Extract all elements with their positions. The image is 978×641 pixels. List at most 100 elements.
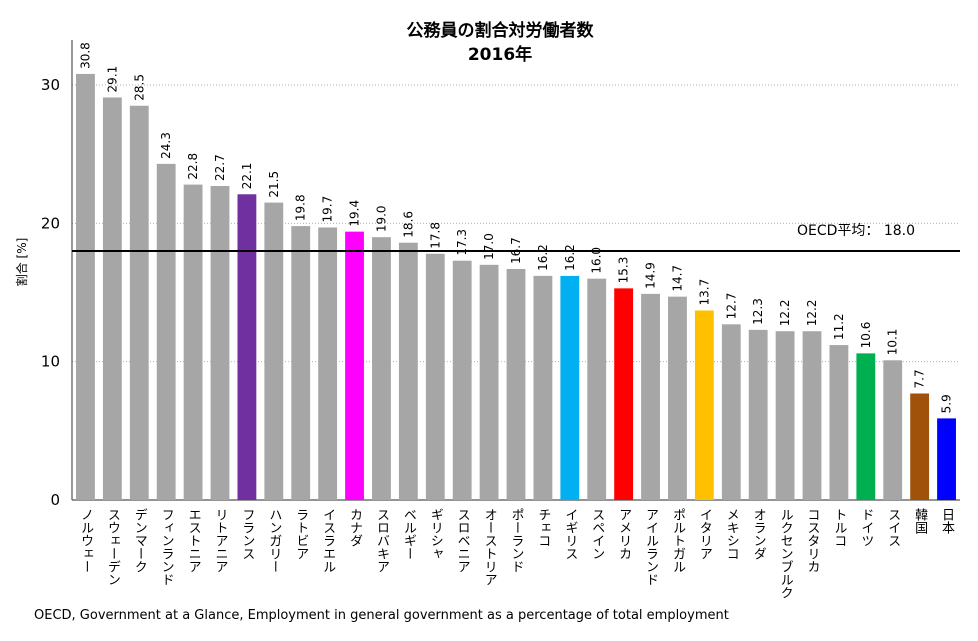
bar [614,288,634,500]
category-label: スペイン [589,508,605,560]
y-tick-label: 20 [41,214,60,232]
category-label: イタリア [697,508,712,560]
value-label: 18.6 [401,211,415,238]
bars [76,73,956,501]
bar [883,360,903,500]
value-label: 24.3 [159,132,173,159]
bar [910,393,930,500]
value-label: 14.9 [644,262,658,289]
bar [237,194,257,501]
value-label: 12.2 [805,300,819,327]
category-label: フィンランド [159,508,174,586]
value-label: 16.0 [590,247,604,274]
bar [856,353,876,500]
bar [452,260,472,500]
value-label: 14.7 [670,265,684,292]
category-label: トルコ [831,508,846,547]
bar [345,231,364,500]
bar [291,226,311,500]
category-label: オランダ [751,508,766,560]
source-note: OECD, Government at a Glance, Employment… [34,608,729,623]
value-label: 7.7 [913,369,927,388]
value-label: 16.2 [536,244,550,271]
value-labels: 30.8 29.1 28.5 24.3 22.8 22.7 22.1 21.5 19.8 19.7… [78,42,953,413]
y-tick-label: 0 [50,491,60,509]
bar [479,264,499,500]
category-label: アメリカ [616,508,631,560]
bar [533,275,553,500]
category-label: リトアニア [213,508,228,573]
category-label: ポーランド [509,508,524,573]
category-label: カナダ [347,508,362,547]
value-label: 22.8 [186,153,200,180]
bar [829,345,849,500]
category-label: アイルランド [643,508,658,586]
category-label: エストニア [186,508,201,573]
category-label: フランス [239,508,254,560]
value-label: 17.8 [428,222,442,249]
bar [156,163,176,500]
bar [641,293,660,500]
value-label: 10.6 [859,322,873,349]
category-labels: ノルウェー スウェーデン デンマーク フィンランド エストニア リトアニア フランス ハンガリ… [78,508,955,599]
bar [210,185,230,500]
category-label: コスタリカ [805,508,820,573]
bar [425,253,445,500]
bar [748,329,768,500]
bar [398,242,418,500]
value-label: 22.1 [240,163,254,190]
bar [587,278,607,500]
value-label: 19.0 [374,205,388,232]
value-label: 19.4 [348,200,362,227]
value-label: 29.1 [105,66,119,93]
bar [102,97,122,500]
y-axis-label: 割合 [%] [14,238,29,287]
oecd-average-label: OECD平均： 18.0 [797,223,915,239]
value-label: 19.7 [321,196,335,223]
bar [721,324,741,500]
value-label: 17.3 [455,229,469,256]
chart-subtitle: 2016年 [468,44,532,65]
category-label: イギリス [562,508,577,560]
value-label: 10.1 [886,329,900,356]
category-label: デンマーク [132,508,147,573]
category-label: ポルトガル [670,508,685,573]
category-label: 韓国 [912,508,928,534]
category-label: ハンガリー [266,508,281,573]
bar [937,418,956,500]
value-label: 21.5 [267,171,281,198]
y-tick-label: 10 [41,353,60,371]
bar [560,275,580,500]
bar [506,268,526,500]
category-label: スロベニア [455,508,471,573]
bar [183,184,203,500]
category-label: ノルウェー [78,508,93,573]
bar [76,73,95,500]
value-label: 5.9 [940,394,954,413]
value-label: 12.7 [724,293,738,320]
bar [694,310,714,500]
category-label: メキシコ [724,508,739,560]
value-label: 15.3 [617,257,631,284]
value-label: 30.8 [78,42,92,69]
category-label: ルクセンブルク [778,508,794,599]
category-label: ベルギー [401,508,417,560]
category-label: スイス [885,508,900,547]
category-label: オーストリア [482,508,497,586]
category-label: ギリシャ [428,508,443,560]
bar [668,296,687,500]
category-label: スウェーデン [105,508,120,586]
value-label: 13.7 [697,279,711,306]
category-label: ドイツ [858,508,873,547]
category-label: スロバキア [374,508,390,573]
category-label: ラトビア [293,508,308,560]
bar [372,237,391,500]
y-tick-label: 30 [41,76,60,94]
value-label: 12.2 [778,300,792,327]
bar [318,227,338,500]
category-label: イスラエル [320,508,335,573]
value-label: 12.3 [751,298,765,325]
value-label: 16.2 [563,244,577,271]
value-label: 28.5 [132,74,146,101]
bar [775,331,795,500]
